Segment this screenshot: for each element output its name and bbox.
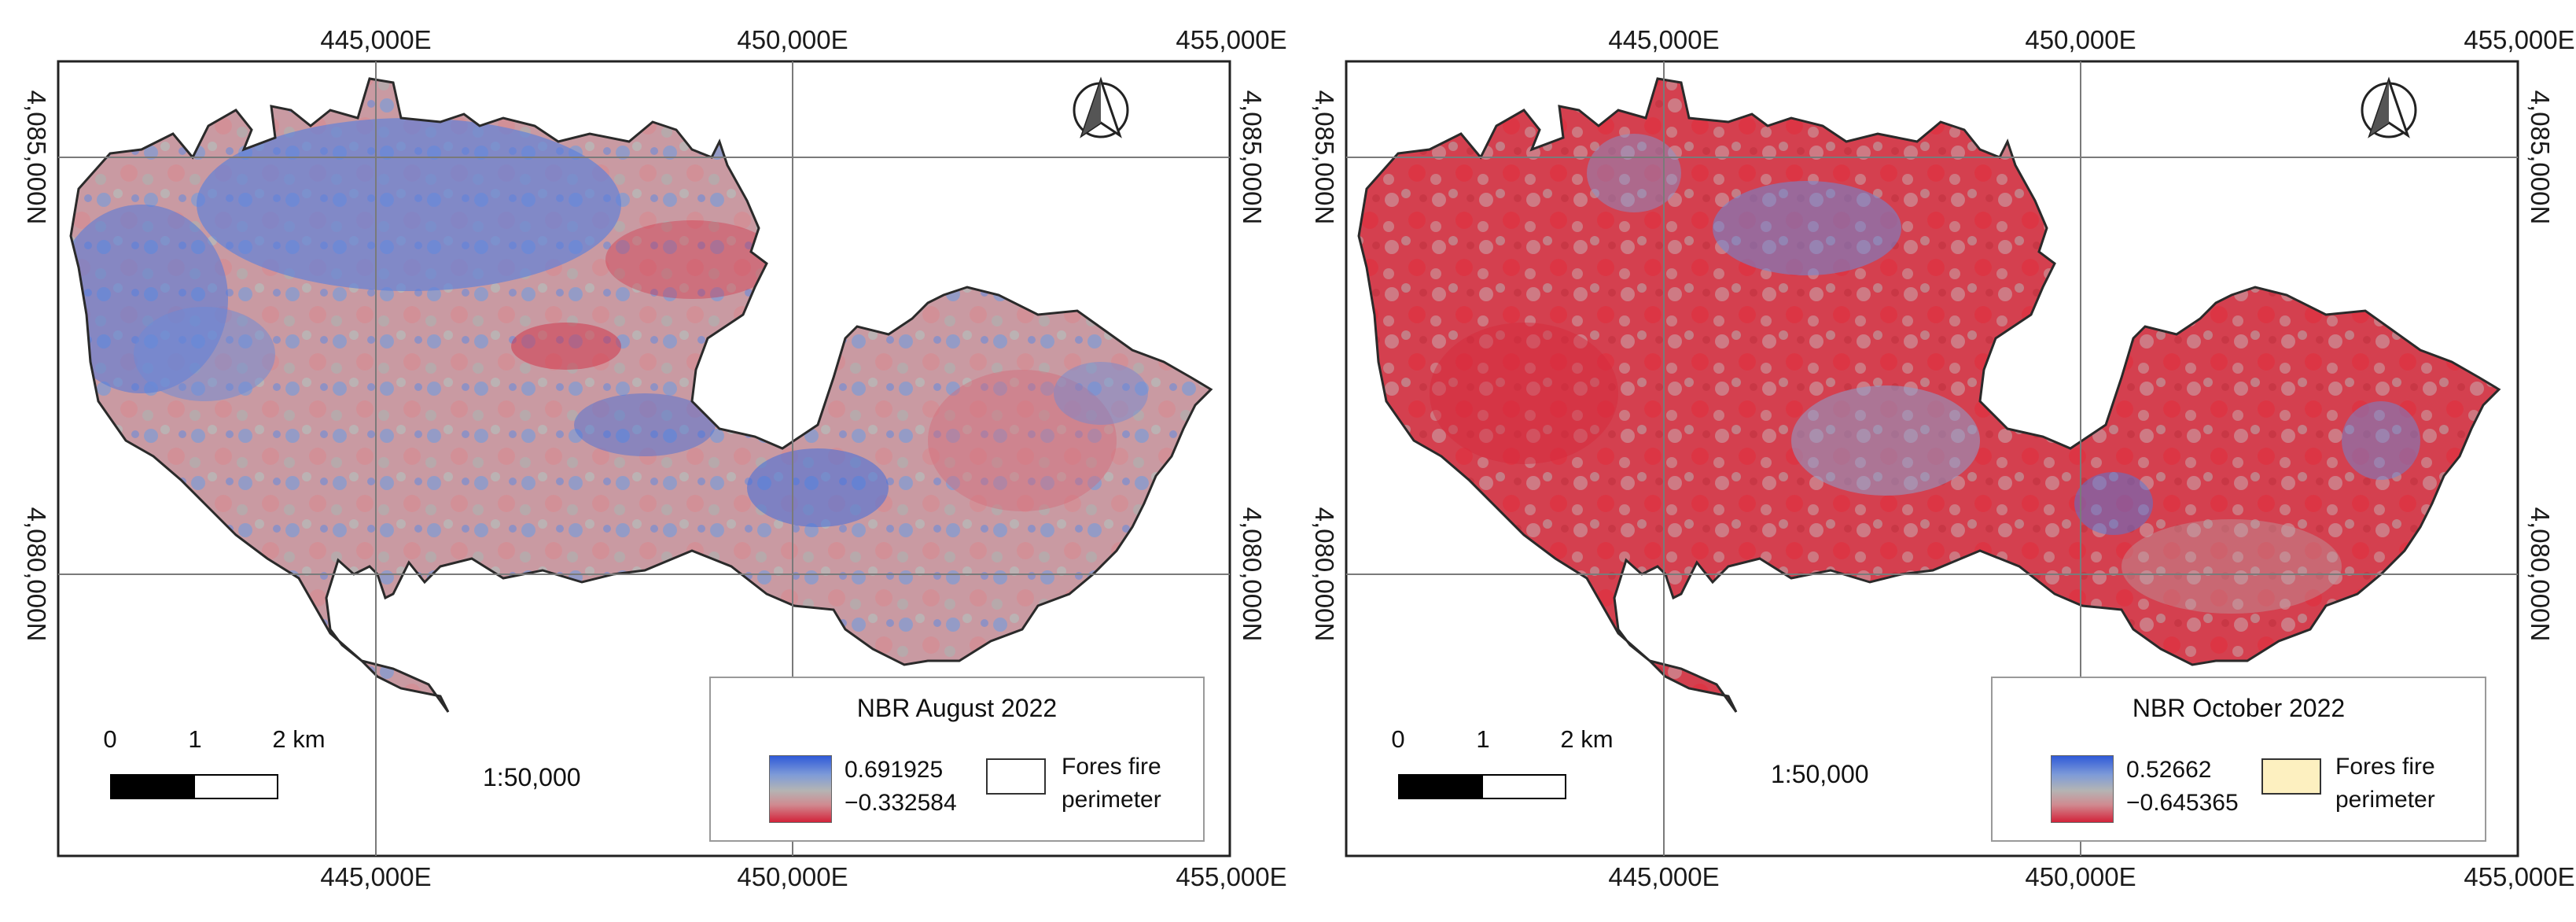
perimeter-label-line1: Fores fire xyxy=(2335,754,2435,780)
northing-left-2: 4,080,000N xyxy=(22,507,51,642)
scale-label-1: 1 xyxy=(188,725,202,753)
easting-bottom-2: 450,000E xyxy=(2025,862,2136,891)
map-panel-october: 445,000E 450,000E 455,000E 445,000E 450,… xyxy=(1288,0,2576,922)
scale-label-0: 0 xyxy=(1391,725,1405,753)
northing-left-2: 4,080,000N xyxy=(1310,507,1339,642)
nbr-min-value: −0.645365 xyxy=(2126,790,2239,816)
easting-bottom-2: 450,000E xyxy=(737,862,848,891)
northing-left-1: 4,085,000N xyxy=(1310,90,1339,225)
map-canvas-august xyxy=(57,60,1231,857)
easting-top-3: 455,000E xyxy=(2464,25,2575,54)
scale-bar-white xyxy=(193,774,278,799)
perimeter-label-line2: perimeter xyxy=(2335,787,2435,813)
easting-bottom-3: 455,000E xyxy=(2464,862,2575,891)
northing-right-1: 4,085,000N xyxy=(2526,90,2555,225)
nbr-max-value: 0.52662 xyxy=(2126,757,2212,783)
nbr-color-ramp xyxy=(769,755,832,823)
nbr-min-value: −0.332584 xyxy=(845,790,957,816)
scale-ratio: 1:50,000 xyxy=(1771,760,1869,788)
scale-ratio: 1:50,000 xyxy=(483,763,581,791)
easting-top-1: 445,000E xyxy=(1608,25,1720,54)
scale-label-0: 0 xyxy=(103,725,117,753)
perimeter-swatch xyxy=(986,758,1046,795)
easting-top-2: 450,000E xyxy=(737,25,848,54)
northing-left-1: 4,085,000N xyxy=(22,90,51,225)
north-arrow-icon xyxy=(2361,76,2417,138)
legend-title: NBR August 2022 xyxy=(856,694,1058,722)
legend-title: NBR October 2022 xyxy=(2132,694,2346,722)
legend: NBR October 2022 0.52662 −0.645365 Fores… xyxy=(1991,677,2486,842)
scale-label-2: 2 km xyxy=(1560,725,1614,753)
easting-top-3: 455,000E xyxy=(1176,25,1287,54)
scale-label-1: 1 xyxy=(1476,725,1490,753)
perimeter-label: Fores fire perimeter xyxy=(2335,751,2435,817)
easting-top-2: 450,000E xyxy=(2025,25,2136,54)
easting-bottom-1: 445,000E xyxy=(320,862,432,891)
northing-right-2: 4,080,000N xyxy=(2526,507,2555,642)
easting-bottom-3: 455,000E xyxy=(1176,862,1287,891)
scale-label-2: 2 km xyxy=(272,725,326,753)
perimeter-swatch xyxy=(2261,758,2321,795)
perimeter-label-line2: perimeter xyxy=(1062,787,1161,813)
map-panel-august: 445,000E 450,000E 455,000E 445,000E 450,… xyxy=(22,25,1287,891)
northing-right-1: 4,085,000N xyxy=(1238,90,1267,225)
easting-top-1: 445,000E xyxy=(320,25,432,54)
north-arrow-icon xyxy=(1073,76,1129,138)
graticule xyxy=(58,61,1230,856)
scale-bar-white xyxy=(1481,774,1566,799)
nbr-color-ramp xyxy=(2051,755,2114,823)
northing-right-2: 4,080,000N xyxy=(1238,507,1267,642)
easting-bottom-1: 445,000E xyxy=(1608,862,1720,891)
legend: NBR August 2022 0.691925 −0.332584 Fores… xyxy=(709,677,1205,842)
scale-bar-black xyxy=(110,774,195,799)
perimeter-label-line1: Fores fire xyxy=(1062,754,1161,780)
nbr-max-value: 0.691925 xyxy=(845,757,944,783)
perimeter-label: Fores fire perimeter xyxy=(1062,751,1161,817)
scale-bar-black xyxy=(1398,774,1483,799)
